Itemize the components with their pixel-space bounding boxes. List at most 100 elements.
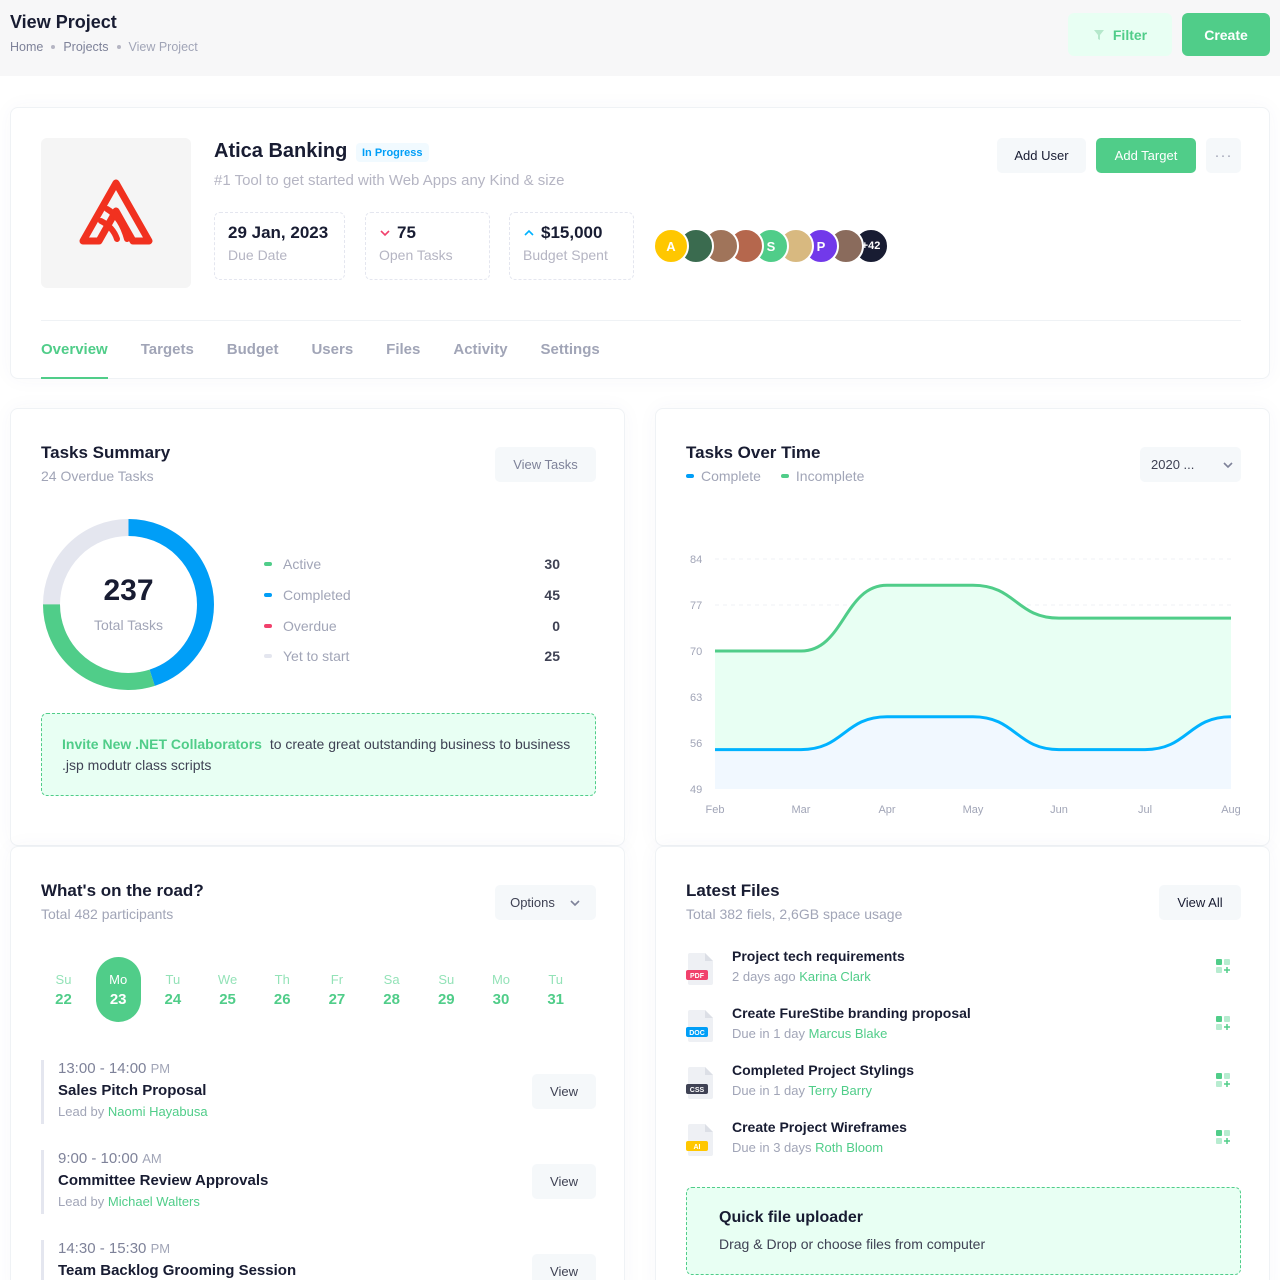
breadcrumb-projects[interactable]: Projects [63, 40, 109, 54]
day-name: Fr [330, 971, 344, 987]
event-lead-name[interactable]: Michael Walters [107, 1194, 200, 1209]
file-name[interactable]: Completed Project Stylings [732, 1062, 915, 1078]
filter-label: Filter [1112, 26, 1148, 43]
add-category-icon[interactable] [1215, 1015, 1231, 1031]
day-31[interactable]: Tu 31 [533, 957, 578, 1022]
day-name: Tu [165, 971, 181, 987]
invite-collaborators-link[interactable]: Invite New .NET Collaborators [62, 736, 262, 752]
series-line-incomplete [715, 583, 1231, 653]
breadcrumb-separator [51, 45, 56, 49]
tasks-summary-card: Tasks Summary 24 Overdue Tasks View Task… [10, 408, 625, 846]
add-category-icon[interactable] [1215, 958, 1231, 974]
day-name: Mo [109, 971, 128, 987]
tab-users[interactable]: Users [311, 340, 354, 358]
uploader-subtitle: Drag & Drop or choose files from compute… [719, 1236, 986, 1252]
stat-value: $15,000 [523, 223, 620, 243]
event-title: Committee Review Approvals [58, 1172, 269, 1189]
legend-value: 0 [552, 617, 560, 634]
tab-activity[interactable]: Activity [453, 340, 508, 358]
tasks-over-time-card: Tasks Over Time Complete Incomplete 2020… [655, 408, 1270, 846]
due-date-value: 29 Jan, 2023 [228, 223, 329, 242]
day-name: Th [274, 971, 290, 987]
filter-button[interactable]: Filter [1068, 13, 1172, 56]
y-tick-label: 84 [690, 554, 702, 566]
day-number: 25 [219, 990, 236, 1008]
day-27[interactable]: Fr 27 [314, 957, 359, 1022]
day-name: Su [55, 971, 72, 987]
file-owner[interactable]: Roth Bloom [815, 1140, 884, 1155]
project-name: Atica Banking [214, 140, 348, 162]
add-category-icon[interactable] [1215, 1072, 1231, 1088]
legend-value: 25 [544, 648, 560, 665]
file-owner[interactable]: Karina Clark [799, 969, 871, 984]
file-owner[interactable]: Marcus Blake [808, 1026, 888, 1041]
x-tick-label: Jul [1138, 804, 1152, 816]
ai-file-icon: AI [686, 1124, 713, 1156]
project-logo-icon [79, 179, 153, 245]
file-item: CSS Completed Project Stylings Due in 1 da… [686, 1062, 1241, 1106]
day-29[interactable]: Su 29 [424, 957, 469, 1022]
day-23[interactable]: Mo 23 [95, 957, 141, 1022]
view-tasks-button[interactable]: View Tasks [495, 447, 596, 482]
project-logo [41, 138, 191, 288]
day-25[interactable]: We 25 [205, 957, 250, 1022]
donut-slice-completed [43, 519, 214, 690]
legend-item: Active 30 [264, 549, 560, 580]
day-24[interactable]: Tu 24 [150, 957, 195, 1022]
event-ampm: AM [142, 1151, 162, 1166]
event-view-button[interactable]: View [532, 1164, 596, 1199]
event-view-button[interactable]: View [532, 1254, 596, 1280]
latest-files-card: Latest Files Total 382 fiels, 2,6GB spac… [655, 846, 1270, 1280]
file-owner[interactable]: Terry Barry [808, 1083, 872, 1098]
day-name: Tu [548, 971, 564, 987]
doc-file-icon: DOC [686, 1010, 713, 1042]
file-date: Due in 1 day [732, 1083, 805, 1098]
tab-settings[interactable]: Settings [540, 340, 600, 358]
event-time-range: 14:30 - 15:30 [58, 1240, 147, 1257]
file-name[interactable]: Project tech requirements [732, 948, 905, 964]
day-number: 22 [55, 990, 72, 1008]
tab-overview[interactable]: Overview [41, 321, 108, 379]
y-tick-label: 49 [690, 784, 702, 796]
file-name[interactable]: Create FureStibe branding proposal [732, 1005, 971, 1021]
day-28[interactable]: Sa 28 [369, 957, 414, 1022]
stat-label: Open Tasks [379, 247, 453, 263]
tasks-legend: Active 30 Completed 45 Overdue 0 Yet to start 2… [264, 549, 560, 672]
tasks-area-chart: 84 77 70 63 56 49 Feb Mar Apr May Jun Jul Aug [690, 554, 1241, 816]
legend-dot [264, 623, 272, 628]
file-date: 2 days ago [732, 969, 796, 984]
add-user-button[interactable]: Add User [997, 138, 1086, 173]
tab-targets[interactable]: Targets [140, 340, 194, 358]
more-options-button[interactable]: ··· [1206, 138, 1241, 173]
year-select[interactable]: 2020 ... [1140, 447, 1241, 482]
add-category-icon[interactable] [1215, 1129, 1231, 1145]
options-dropdown[interactable]: Options [495, 885, 596, 920]
create-button[interactable]: Create [1182, 13, 1270, 56]
avatar[interactable]: A [653, 228, 689, 264]
chevron-down-icon [570, 899, 580, 906]
breadcrumb-home[interactable]: Home [10, 40, 44, 54]
tab-budget[interactable]: Budget [226, 340, 279, 358]
legend-dot [264, 593, 272, 598]
event-lead-name[interactable]: Naomi Hayabusa [107, 1104, 208, 1119]
file-name[interactable]: Create Project Wireframes [732, 1119, 907, 1135]
event-view-button[interactable]: View [532, 1074, 596, 1109]
day-30[interactable]: Mo 30 [479, 957, 524, 1022]
view-all-button[interactable]: View All [1159, 885, 1241, 920]
series-line-complete [715, 715, 1232, 752]
event-lead: Lead by Michael Walters [58, 1194, 596, 1209]
project-tabs: Overview Targets Budget Users Files Activity S… [41, 321, 633, 379]
day-26[interactable]: Th 26 [260, 957, 305, 1022]
event-time: 13:00 - 14:00 PM [58, 1060, 596, 1077]
add-target-button[interactable]: Add Target [1096, 138, 1196, 173]
card-title: Tasks Summary [41, 443, 171, 462]
arrow-up-icon [524, 229, 534, 236]
day-22[interactable]: Su 22 [41, 957, 86, 1022]
legend-label: Active [283, 556, 322, 573]
year-select-value: 2020 ... [1151, 457, 1195, 472]
day-number: 24 [164, 990, 182, 1008]
file-uploader-dropzone[interactable]: Quick file uploader Drag & Drop or choos… [686, 1187, 1241, 1275]
legend-item: Completed 45 [264, 580, 560, 611]
y-tick-label: 77 [690, 600, 702, 612]
tab-files[interactable]: Files [386, 340, 421, 358]
